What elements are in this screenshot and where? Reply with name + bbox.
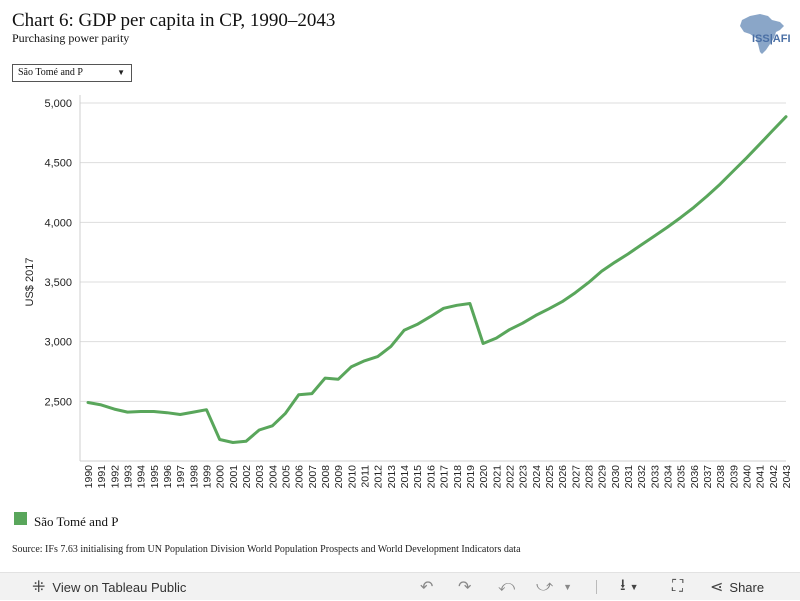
x-tick-label: 2026 xyxy=(557,465,569,489)
y-tick-label: 5,000 xyxy=(44,98,72,110)
x-tick-label: 1999 xyxy=(202,465,214,489)
x-tick-label: 2013 xyxy=(386,465,398,489)
x-tick-label: 2005 xyxy=(281,465,293,489)
x-tick-label: 2001 xyxy=(228,465,240,489)
revert-icon: ⤺ xyxy=(498,578,516,595)
x-tick-label: 2037 xyxy=(702,465,714,489)
x-tick-label: 2042 xyxy=(768,465,780,489)
x-tick-label: 2034 xyxy=(662,465,674,489)
x-tick-label: 1996 xyxy=(162,465,174,489)
x-tick-label: 2038 xyxy=(715,465,727,489)
share-icon: ⋖ xyxy=(710,579,724,596)
share-button[interactable]: ⋖ Share xyxy=(710,573,764,601)
legend[interactable]: São Tomé and P xyxy=(14,510,118,529)
x-tick-label: 2033 xyxy=(649,465,661,489)
x-tick-label: 1990 xyxy=(83,465,95,489)
refresh-icon: ⤻ xyxy=(536,578,554,595)
x-tick-label: 1995 xyxy=(149,465,161,489)
x-tick-label: 2021 xyxy=(491,465,503,489)
x-tick-label: 2017 xyxy=(439,465,451,489)
x-tick-label: 1998 xyxy=(188,465,200,489)
x-tick-label: 2003 xyxy=(254,465,266,489)
fullscreen-button[interactable]: ⛶ xyxy=(672,573,683,601)
country-filter-value: São Tomé and P xyxy=(18,67,83,78)
legend-label: São Tomé and P xyxy=(34,514,119,529)
share-label: Share xyxy=(729,579,765,595)
x-tick-label: 2007 xyxy=(307,465,319,489)
x-tick-label: 1994 xyxy=(136,465,148,489)
y-tick-label: 4,500 xyxy=(44,158,72,170)
chart-subtitle: Purchasing power parity xyxy=(12,31,130,45)
chart-title: Chart 6: GDP per capita in CP, 1990–2043 xyxy=(12,10,336,31)
line-chart: 2,500 3,000 3,500 4,000 4,500 5,000 US$ 2017 19… xyxy=(24,95,793,489)
x-tick-label: 2000 xyxy=(215,465,227,489)
x-tick-label: 2043 xyxy=(781,465,793,489)
country-filter-dropdown[interactable]: São Tomé and P ▼ xyxy=(12,64,132,82)
x-tick-label: 2040 xyxy=(741,465,753,489)
y-tick-label: 3,000 xyxy=(44,337,72,349)
x-tick-label: 2004 xyxy=(267,465,279,489)
x-tick-label: 2009 xyxy=(333,465,345,489)
x-tick-label: 2035 xyxy=(676,465,688,489)
y-tick-label: 4,000 xyxy=(44,217,72,229)
view-on-tableau-button[interactable]: ⁜ View on Tableau Public xyxy=(32,573,186,601)
download-icon: ⭳ xyxy=(620,576,626,594)
x-tick-label: 2016 xyxy=(425,465,437,489)
redo-button[interactable]: ↷ xyxy=(458,573,471,601)
chevron-down-icon: ▼ xyxy=(563,582,573,592)
x-tick-label: 2031 xyxy=(623,465,635,489)
x-tick-label: 2025 xyxy=(544,465,556,489)
x-tick-label: 2032 xyxy=(636,465,648,489)
x-tick-label: 2019 xyxy=(465,465,477,489)
view-on-tableau-label: View on Tableau Public xyxy=(52,579,187,595)
x-tick-label: 2023 xyxy=(518,465,530,489)
x-tick-label: 2041 xyxy=(755,465,767,489)
revert-button[interactable]: ⤺ xyxy=(498,573,515,601)
x-tick-label: 2039 xyxy=(728,465,740,489)
x-tick-label: 2030 xyxy=(610,465,622,489)
africa-logo-icon xyxy=(740,14,784,54)
x-tick-label: 2010 xyxy=(346,465,358,489)
download-button[interactable]: ⭳ ▼ xyxy=(620,573,639,601)
undo-button[interactable]: ↶ xyxy=(420,573,433,601)
x-tick-label: 2008 xyxy=(320,465,332,489)
x-tick-label: 2020 xyxy=(478,465,490,489)
x-tick-label: 2006 xyxy=(294,465,306,489)
fullscreen-icon: ⛶ xyxy=(672,578,684,595)
source-note: Source: IFs 7.63 initialising from UN Po… xyxy=(12,544,521,555)
x-tick-label: 2029 xyxy=(597,465,609,489)
x-tick-label: 2022 xyxy=(504,465,516,489)
x-tick-label: 2015 xyxy=(412,465,424,489)
x-tick-label: 1993 xyxy=(123,465,135,489)
x-tick-label: 2024 xyxy=(531,465,543,489)
x-tick-label: 2036 xyxy=(689,465,701,489)
x-tick-label: 1997 xyxy=(175,465,187,489)
y-axis-title: US$ 2017 xyxy=(24,258,36,307)
x-tick-label: 2018 xyxy=(452,465,464,489)
x-tick-label: 2014 xyxy=(399,465,411,489)
x-tick-label: 2027 xyxy=(570,465,582,489)
redo-icon: ↷ xyxy=(458,579,472,596)
x-tick-label: 2012 xyxy=(373,465,385,489)
x-tick-label: 1991 xyxy=(96,465,108,489)
refresh-button[interactable]: ⤻ ▼ xyxy=(536,573,572,601)
x-tick-label: 2028 xyxy=(583,465,595,489)
chevron-down-icon: ▼ xyxy=(629,582,639,592)
undo-icon: ↶ xyxy=(420,579,434,596)
logo-text: ISS|AFI xyxy=(752,33,791,45)
tableau-toolbar: ⁜ View on Tableau Public ↶ ↷ ⤺ ⤻ ▼ ⭳ ▼ ⛶ ⋖… xyxy=(0,572,800,600)
dropdown-arrow-icon: ▼ xyxy=(117,68,125,77)
series-line xyxy=(86,115,788,444)
x-tick-label: 2002 xyxy=(241,465,253,489)
y-tick-label: 3,500 xyxy=(44,277,72,289)
tableau-logo-icon: ⁜ xyxy=(32,579,46,596)
x-tick-label: 1992 xyxy=(109,465,121,489)
y-tick-label: 2,500 xyxy=(44,396,72,408)
toolbar-divider xyxy=(596,580,597,594)
x-tick-label: 2011 xyxy=(360,465,372,488)
legend-swatch xyxy=(14,511,27,525)
